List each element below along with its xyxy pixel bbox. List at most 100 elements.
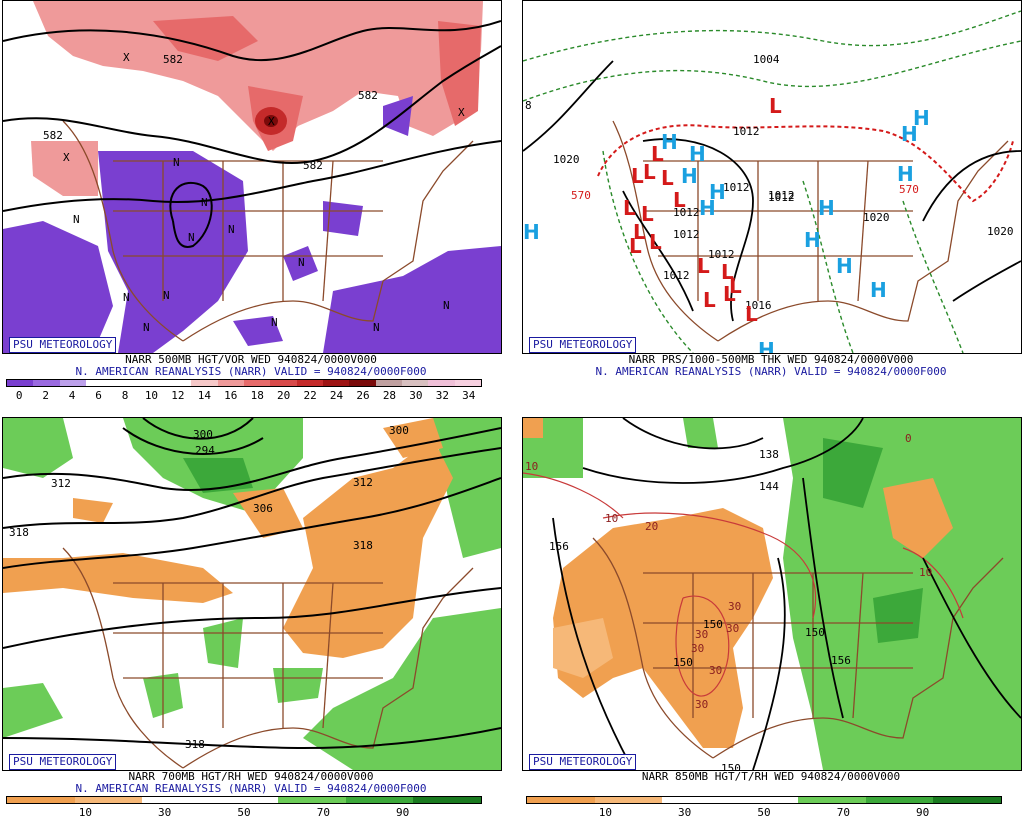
colorbar-tick-label: 90 (916, 806, 930, 819)
temperature-contours (523, 472, 964, 697)
isobars (523, 60, 1021, 322)
colorbar-swatch (454, 380, 481, 386)
svg-text:582: 582 (163, 53, 183, 66)
colorbar-swatch (7, 380, 34, 386)
map-700mb-graphic: 312 318 312 306 300 294 300 318 318 (3, 418, 501, 770)
svg-text:L: L (723, 282, 736, 306)
temperature-labels: 10 10 20 30 30 30 30 30 30 10 0 (525, 432, 932, 711)
colorbar-tick-label: 50 (237, 806, 251, 819)
map-850mb: 156 150 150 150 156 138 144 150 10 10 20… (522, 417, 1022, 771)
svg-text:N: N (173, 156, 180, 169)
svg-text:H: H (689, 142, 706, 166)
svg-text:294: 294 (195, 444, 215, 457)
colorbar-swatch (322, 380, 350, 386)
svg-text:1012: 1012 (723, 181, 750, 194)
svg-text:N: N (163, 289, 170, 302)
svg-text:318: 318 (185, 738, 205, 751)
vorticity-colorbar (6, 379, 482, 387)
svg-text:582: 582 (358, 89, 378, 102)
colorbar-swatch (594, 797, 663, 803)
svg-text:N: N (73, 213, 80, 226)
svg-text:N: N (298, 256, 305, 269)
panel-700mb-humidity: 312 318 312 306 300 294 300 318 318 PSU … (0, 417, 502, 819)
svg-text:156: 156 (831, 654, 851, 667)
map-pressure-graphic: 1020 1012 1012 1012 1012 1012 1012 1016 … (523, 10, 1021, 353)
contour-labels: 156 150 150 150 156 138 144 150 (549, 448, 851, 770)
colorbar-tick-label: 90 (396, 806, 410, 819)
colorbar-swatch (59, 380, 86, 386)
svg-text:L: L (745, 302, 758, 326)
svg-text:N: N (201, 196, 208, 209)
svg-text:318: 318 (9, 526, 29, 539)
colorbar-tick-label: 32 (435, 389, 449, 402)
panel-title: NARR 500MB HGT/VOR WED 940824/0000V000 (125, 353, 377, 366)
map-pressure: 1020 1012 1012 1012 1012 1012 1012 1016 … (522, 0, 1022, 354)
svg-text:312: 312 (51, 477, 71, 490)
svg-text:L: L (661, 166, 674, 190)
psu-meteorology-badge: PSU METEOROLOGY (529, 754, 637, 770)
svg-text:H: H (681, 164, 698, 188)
svg-text:H: H (709, 180, 726, 204)
colorbar-tick-label: 14 (197, 389, 211, 402)
colorbar-tick-label: 8 (121, 389, 129, 402)
svg-text:150: 150 (673, 656, 693, 669)
contour-labels: 582 582 582 582 (43, 53, 378, 172)
colorbar-swatch (243, 380, 271, 386)
svg-text:10: 10 (919, 566, 932, 579)
panel-title: NARR PRS/1000-500MB THK WED 940824/0000V… (628, 353, 914, 366)
colorbar-tick-label: 16 (224, 389, 238, 402)
colorbar-tick-label: 30 (409, 389, 423, 402)
colorbar-swatch (210, 797, 278, 803)
svg-text:1016: 1016 (745, 299, 772, 312)
svg-text:318: 318 (353, 539, 373, 552)
svg-text:H: H (758, 338, 775, 353)
svg-text:1020: 1020 (863, 211, 890, 224)
geography-lines (592, 537, 1004, 759)
svg-text:L: L (633, 220, 646, 244)
svg-text:L: L (649, 230, 662, 254)
colorbar-swatch (527, 797, 595, 803)
colorbar-tick-label: 10 (78, 806, 92, 819)
height-contours (552, 418, 1021, 770)
colorbar-swatch (138, 380, 165, 386)
svg-text:1020: 1020 (553, 153, 580, 166)
svg-text:X: X (63, 151, 70, 164)
svg-text:L: L (641, 202, 654, 226)
svg-text:N: N (188, 231, 195, 244)
svg-text:1012: 1012 (733, 125, 760, 138)
svg-text:150: 150 (721, 762, 741, 770)
humidity-fill (523, 418, 1021, 770)
psu-meteorology-badge: PSU METEOROLOGY (9, 337, 117, 353)
colorbar-swatch (33, 380, 60, 386)
panel-title: NARR 700MB HGT/RH WED 940824/0000V000 (128, 770, 374, 783)
svg-text:N: N (443, 299, 450, 312)
colorbar-tick-label: 50 (757, 806, 771, 819)
svg-text:10: 10 (525, 460, 538, 473)
colorbar-tick-label: 70 (836, 806, 850, 819)
svg-text:H: H (870, 278, 887, 302)
svg-text:150: 150 (703, 618, 723, 631)
low-pressure-markers: L L L L L L L L L L L L L L L L L (623, 94, 782, 326)
colorbar-swatch (865, 797, 934, 803)
height-contours (3, 20, 501, 248)
contour-labels: 312 318 312 306 300 294 300 318 318 (9, 424, 409, 751)
psu-meteorology-badge: PSU METEOROLOGY (529, 337, 637, 353)
svg-text:N: N (143, 321, 150, 334)
colorbar-swatch (401, 380, 429, 386)
colorbar-tick-label: 22 (303, 389, 317, 402)
colorbar-tick-label: 26 (356, 389, 370, 402)
colorbar-tick-label: 30 (678, 806, 692, 819)
svg-text:H: H (523, 220, 540, 244)
svg-text:570: 570 (899, 183, 919, 196)
svg-text:N: N (228, 223, 235, 236)
colorbar-tick-label: 12 (171, 389, 185, 402)
svg-text:1020: 1020 (987, 225, 1014, 238)
svg-text:H: H (661, 130, 678, 154)
svg-text:30: 30 (695, 628, 708, 641)
panel-title: NARR 850MB HGT/T/RH WED 940824/0000V000 (641, 770, 901, 783)
svg-text:L: L (651, 142, 664, 166)
colorbar-swatch (428, 380, 455, 386)
colorbar-tick-label: 4 (68, 389, 76, 402)
colorbar-swatch (296, 380, 323, 386)
svg-text:0: 0 (905, 432, 912, 445)
